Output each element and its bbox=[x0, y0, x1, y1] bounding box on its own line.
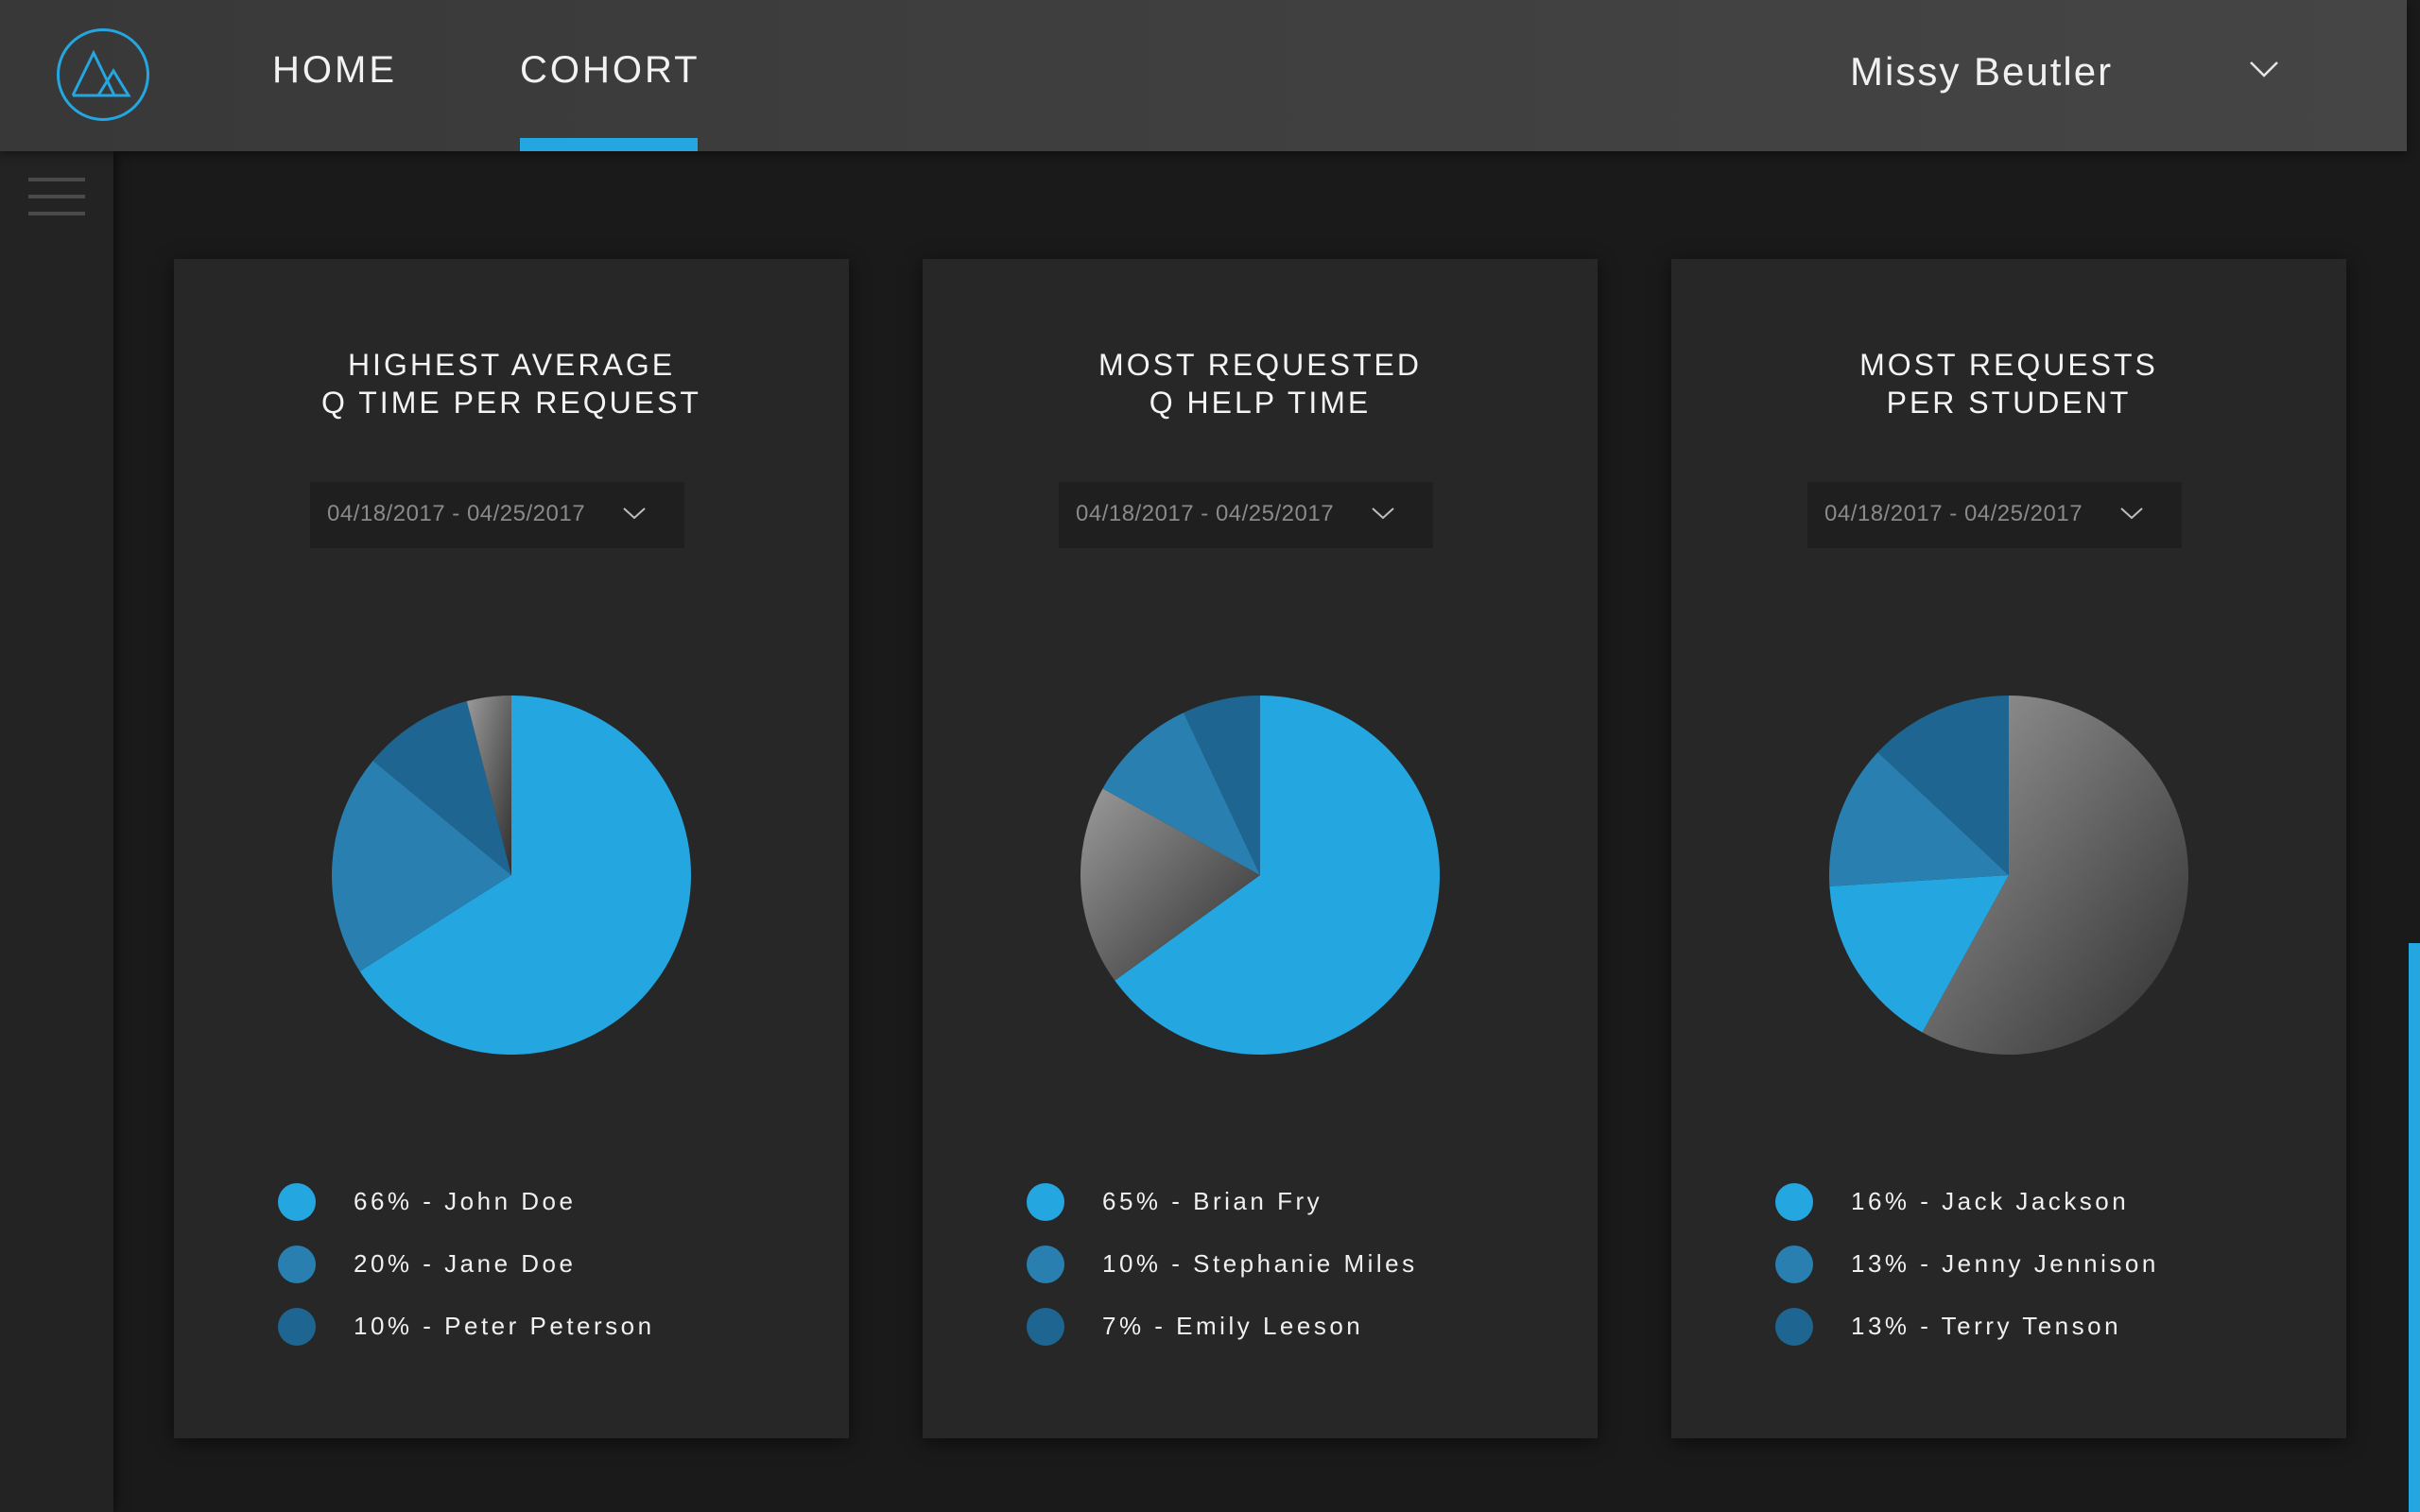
pie-chart bbox=[1828, 696, 2188, 1055]
date-range-select[interactable]: 04/18/2017 - 04/25/2017 bbox=[1807, 482, 2182, 548]
pie-chart bbox=[1080, 696, 1441, 1055]
pie-slice bbox=[1829, 875, 2009, 1033]
pie-slice bbox=[1102, 713, 1260, 875]
nav-tab-home[interactable]: HOME bbox=[272, 49, 397, 91]
legend-label: 16% - Jack Jackson bbox=[1851, 1187, 2130, 1215]
legend-item: 13% - Terry Tenson bbox=[1775, 1308, 2267, 1346]
legend-swatch bbox=[1027, 1308, 1064, 1346]
date-range-value: 04/18/2017 - 04/25/2017 bbox=[1824, 501, 2083, 526]
chevron-down-icon bbox=[1371, 505, 1395, 526]
pie-slice bbox=[372, 700, 511, 875]
card-title-line-1: MOST REQUESTS bbox=[1859, 348, 2158, 382]
top-navigation-bar: HOME COHORT Missy Beutler bbox=[0, 0, 2407, 151]
pie-chart bbox=[331, 696, 692, 1055]
card-title-line-1: MOST REQUESTED bbox=[1098, 348, 1422, 382]
sidebar bbox=[0, 151, 113, 1512]
chevron-down-icon bbox=[622, 505, 647, 526]
date-range-select[interactable]: 04/18/2017 - 04/25/2017 bbox=[310, 482, 684, 548]
legend-swatch bbox=[1775, 1183, 1813, 1221]
legend-label: 7% - Emily Leeson bbox=[1102, 1312, 1364, 1340]
user-name[interactable]: Missy Beutler bbox=[1850, 49, 2114, 94]
legend-swatch bbox=[278, 1308, 316, 1346]
chevron-down-icon bbox=[2119, 505, 2144, 526]
card-title-line-1: HIGHEST AVERAGE bbox=[347, 348, 676, 382]
pie-slice bbox=[1115, 696, 1441, 1055]
legend-label: 10% - Stephanie Miles bbox=[1102, 1249, 1418, 1278]
pie-slice bbox=[1922, 696, 2188, 1055]
legend-swatch bbox=[1775, 1246, 1813, 1283]
legend-item: 10% - Peter Peterson bbox=[278, 1308, 769, 1346]
legend-item: 7% - Emily Leeson bbox=[1027, 1308, 1518, 1346]
legend-item: 13% - Jenny Jennison bbox=[1775, 1246, 2267, 1283]
pie-slice bbox=[1828, 751, 2009, 886]
date-range-select[interactable]: 04/18/2017 - 04/25/2017 bbox=[1059, 482, 1433, 548]
legend-swatch bbox=[1027, 1183, 1064, 1221]
legend-item: 66% - John Doe bbox=[278, 1183, 769, 1221]
active-tab-indicator bbox=[520, 138, 698, 151]
pie-slice bbox=[331, 760, 511, 971]
card-title: MOST REQUESTS PER STUDENT bbox=[1671, 346, 2346, 421]
legend-item: 20% - Jane Doe bbox=[278, 1246, 769, 1283]
pie-slice bbox=[466, 696, 511, 875]
legend-item: 10% - Stephanie Miles bbox=[1027, 1246, 1518, 1283]
pie-slice bbox=[359, 696, 692, 1055]
legend-swatch bbox=[1775, 1308, 1813, 1346]
card-highest-average-q-time: HIGHEST AVERAGE Q TIME PER REQUEST 04/18… bbox=[174, 259, 849, 1438]
legend-label: 13% - Jenny Jennison bbox=[1851, 1249, 2159, 1278]
legend-label: 20% - Jane Doe bbox=[354, 1249, 577, 1278]
legend-item: 65% - Brian Fry bbox=[1027, 1183, 1518, 1221]
scrollbar-thumb[interactable] bbox=[2409, 943, 2420, 1512]
card-title-line-2: Q HELP TIME bbox=[1149, 386, 1372, 420]
legend-swatch bbox=[278, 1183, 316, 1221]
legend-label: 10% - Peter Peterson bbox=[354, 1312, 655, 1340]
mountain-logo-icon[interactable] bbox=[57, 28, 149, 121]
hamburger-menu-icon[interactable] bbox=[28, 176, 85, 228]
pie-slice bbox=[1184, 696, 1260, 875]
legend-item: 16% - Jack Jackson bbox=[1775, 1183, 2267, 1221]
pie-slice bbox=[1877, 696, 2009, 875]
legend-swatch bbox=[278, 1246, 316, 1283]
card-title: MOST REQUESTED Q HELP TIME bbox=[923, 346, 1598, 421]
card-title-line-2: Q TIME PER REQUEST bbox=[321, 386, 701, 420]
card-most-requested-q-help-time: MOST REQUESTED Q HELP TIME 04/18/2017 - … bbox=[923, 259, 1598, 1438]
date-range-value: 04/18/2017 - 04/25/2017 bbox=[1076, 501, 1335, 526]
legend-label: 66% - John Doe bbox=[354, 1187, 577, 1215]
card-title: HIGHEST AVERAGE Q TIME PER REQUEST bbox=[174, 346, 849, 421]
legend-label: 65% - Brian Fry bbox=[1102, 1187, 1323, 1215]
pie-slice bbox=[1080, 788, 1260, 981]
legend-swatch bbox=[1027, 1246, 1064, 1283]
user-menu-chevron-down-icon[interactable] bbox=[2248, 59, 2280, 86]
card-most-requests-per-student: MOST REQUESTS PER STUDENT 04/18/2017 - 0… bbox=[1671, 259, 2346, 1438]
nav-tab-cohort[interactable]: COHORT bbox=[520, 49, 700, 91]
date-range-value: 04/18/2017 - 04/25/2017 bbox=[327, 501, 586, 526]
card-title-line-2: PER STUDENT bbox=[1886, 386, 2132, 420]
legend-label: 13% - Terry Tenson bbox=[1851, 1312, 2122, 1340]
